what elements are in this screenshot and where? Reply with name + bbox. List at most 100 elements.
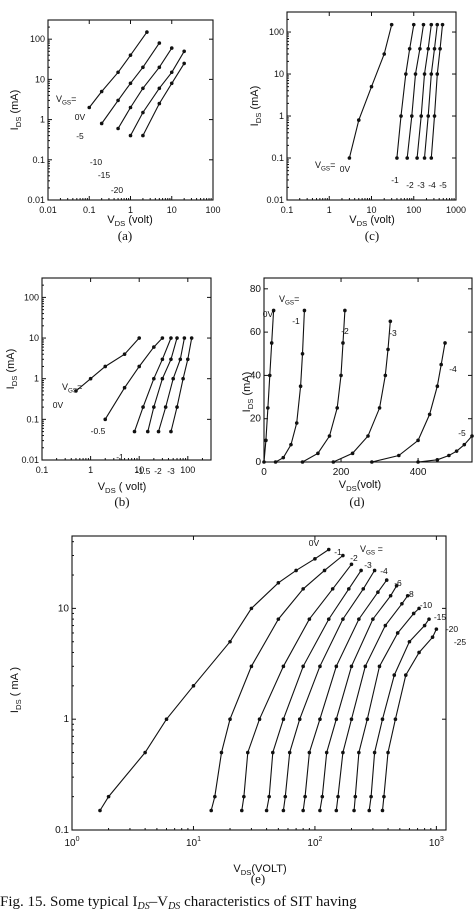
series-label: -2: [406, 180, 414, 190]
data-point: [209, 808, 214, 813]
data-point: [369, 794, 373, 799]
data-point: [281, 664, 286, 669]
caption-lead: Fig. 15. Some typical I: [0, 894, 138, 910]
data-point: [297, 717, 302, 721]
data-point: [419, 114, 423, 118]
data-point: [371, 617, 375, 621]
series-label: -25: [454, 637, 467, 647]
data-point: [189, 336, 194, 340]
data-point: [341, 553, 345, 558]
data-point: [382, 52, 387, 56]
data-point: [365, 717, 370, 721]
data-point: [462, 442, 467, 447]
data-point: [283, 794, 288, 799]
data-point: [407, 639, 412, 644]
data-point: [213, 794, 217, 799]
series-label: -15: [98, 170, 111, 180]
series-label: -6: [394, 578, 402, 588]
data-point: [169, 46, 174, 50]
data-point: [143, 750, 147, 755]
series-label: 0V: [263, 309, 274, 319]
y-tick-label: 80: [250, 284, 262, 295]
data-point: [435, 384, 440, 389]
data-point: [87, 105, 92, 110]
series-line: [130, 51, 185, 136]
y-tick-label: 0.1: [32, 155, 45, 165]
data-point: [276, 617, 281, 621]
data-point: [164, 717, 169, 721]
panel-label: (a): [118, 228, 132, 243]
data-point: [245, 750, 250, 755]
y-tick-label: 100: [24, 292, 39, 302]
data-point: [399, 114, 403, 118]
data-point: [357, 750, 361, 755]
data-point: [181, 376, 185, 381]
data-point: [341, 341, 345, 345]
plot-frame: [71, 535, 447, 831]
data-point: [415, 156, 419, 160]
data-point: [377, 664, 382, 669]
data-point: [191, 684, 196, 688]
data-point: [383, 623, 388, 628]
series-label: -5: [458, 428, 466, 438]
x-axis-label: VDS ( volt): [98, 481, 147, 495]
data-point: [435, 458, 440, 462]
series-label: -3: [389, 328, 397, 338]
series-line: [266, 570, 362, 811]
data-point: [421, 22, 426, 27]
series-label: -1: [391, 175, 399, 185]
data-point: [369, 84, 374, 89]
y-tick-label: 0.01: [266, 195, 284, 205]
data-point: [418, 46, 422, 51]
data-point: [157, 41, 162, 45]
data-point: [175, 405, 179, 409]
series-line: [142, 63, 185, 136]
x-tick-label: 10: [366, 205, 376, 215]
series-label: -3: [167, 466, 175, 476]
data-point: [281, 808, 286, 813]
data-point: [88, 376, 93, 381]
series-label: -20: [111, 185, 124, 195]
data-point: [334, 808, 339, 813]
data-point: [334, 664, 339, 669]
series-label: 0V: [309, 538, 320, 548]
data-point: [276, 581, 281, 585]
series-line: [302, 579, 388, 811]
data-point: [432, 114, 437, 118]
panel-label: (b): [114, 494, 129, 509]
y-tick-label: 1: [279, 111, 284, 121]
data-point: [326, 617, 331, 621]
data-point: [318, 717, 322, 721]
series-line: [99, 549, 330, 811]
data-point: [267, 373, 272, 378]
data-point: [350, 451, 355, 456]
data-point: [416, 460, 420, 464]
legend-title: VGS =: [360, 544, 383, 556]
data-point: [99, 121, 104, 126]
data-point: [242, 794, 246, 799]
data-point: [122, 385, 127, 390]
data-point: [432, 46, 437, 51]
panel-label: (e): [251, 871, 265, 886]
series-label: 0V: [53, 400, 64, 410]
data-point: [434, 627, 439, 631]
data-point: [116, 70, 120, 75]
series-label: -10: [90, 157, 103, 167]
y-tick-label: 0: [255, 457, 261, 468]
data-point: [359, 568, 363, 573]
data-point: [294, 568, 298, 573]
data-point: [417, 606, 421, 611]
data-point: [316, 451, 320, 456]
data-point: [157, 101, 162, 106]
data-point: [106, 794, 111, 799]
data-point: [346, 587, 351, 591]
series-line: [423, 24, 438, 159]
series-line: [416, 24, 432, 159]
data-point: [132, 429, 137, 434]
data-point: [386, 750, 390, 755]
data-point: [395, 631, 400, 635]
x-axis-label: VDS(volt): [339, 479, 381, 493]
figure-caption: Fig. 15. Some typical IDS–VDS characteri…: [0, 893, 474, 916]
x-tick-label: 100: [406, 205, 421, 215]
series-label: -15: [434, 612, 447, 622]
